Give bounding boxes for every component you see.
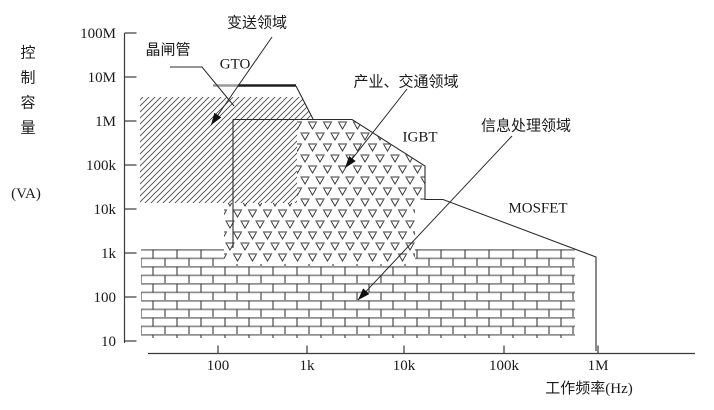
x-tick-label: 1k — [300, 358, 316, 374]
x-tick-label: 100 — [207, 358, 230, 374]
leader-line-0 — [170, 66, 235, 107]
leader-arrows — [170, 36, 513, 301]
leader-line-3 — [357, 135, 513, 301]
y-tick-label: 10 — [101, 334, 116, 350]
region-igbt — [224, 119, 425, 264]
y-axis-title-char: 制 — [20, 70, 35, 87]
y-tick-label: 100 — [94, 290, 117, 306]
y-tick-label: 100M — [80, 26, 116, 42]
y-axis-title-char: 控 — [20, 45, 35, 62]
igbt-mosfet-boundary — [233, 118, 597, 351]
y-axis-unit-label: (VA) — [11, 186, 41, 202]
leader-arrowhead-icon — [358, 288, 370, 300]
axes — [123, 32, 695, 355]
x-tick-label: 100k — [489, 358, 520, 374]
y-axis-title-char: 量 — [20, 121, 35, 137]
y-tick-label: 10k — [94, 202, 117, 218]
text-labels: 100M 10M 1M 100k 10k 1k 100 10 100 1k 10k 100k 1M 控制容… — [11, 14, 633, 397]
leader-line-2 — [344, 88, 408, 169]
gto-label: GTO — [220, 57, 251, 73]
x-tick-label: 10k — [393, 358, 416, 374]
device-regions — [140, 97, 575, 338]
y-tick-label: 1M — [95, 114, 116, 130]
chanye-jiaotong-label: 产业、交通领域 — [353, 72, 458, 90]
y-axis-title-char: 容 — [20, 95, 35, 112]
igbt-label: IGBT — [403, 130, 438, 146]
y-tick-label: 10M — [88, 70, 116, 86]
leader-line-1 — [210, 36, 273, 126]
y-tick-label: 1k — [101, 246, 117, 262]
region-boundaries — [213, 84, 597, 351]
y-tick-label: 100k — [86, 158, 117, 174]
leader-arrowhead-icon — [345, 155, 356, 168]
leader-arrowhead-icon — [211, 112, 222, 125]
gto-slant-boundary — [295, 85, 314, 120]
region-mosfet — [141, 249, 575, 338]
jingzhaguan-label: 晶闸管 — [145, 41, 190, 58]
mosfet-label: MOSFET — [508, 200, 567, 216]
x-tick-label: 1M — [588, 358, 609, 374]
xinxi-chuli-label: 信息处理领域 — [481, 117, 571, 134]
region-thyristor — [140, 97, 312, 203]
x-axis-title: 工作频率(Hz) — [545, 380, 632, 397]
biansong-label: 变送领域 — [227, 14, 287, 31]
